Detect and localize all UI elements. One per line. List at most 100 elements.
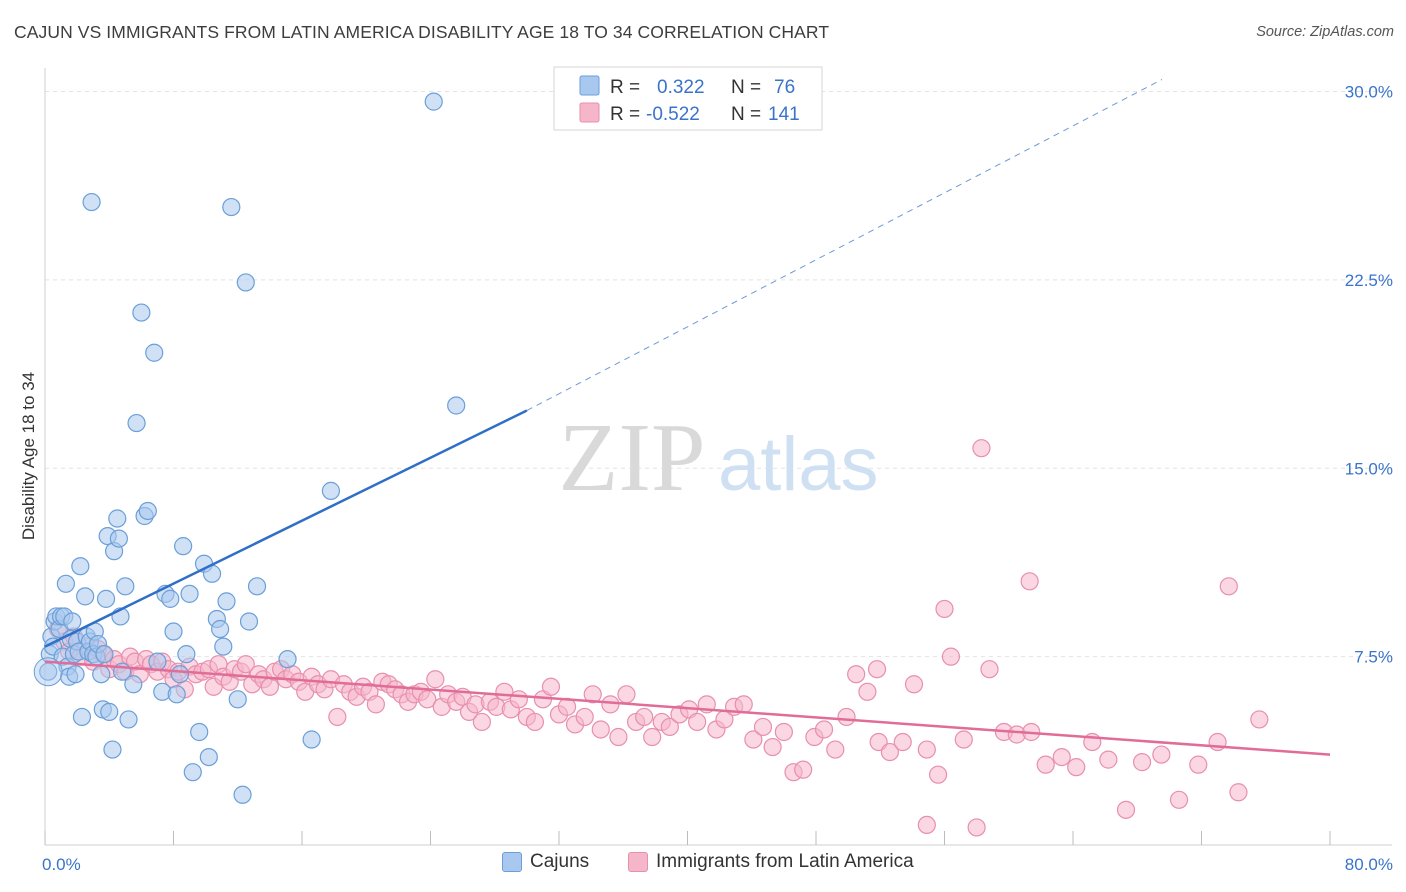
point-cajuns-32 — [95, 645, 114, 664]
legend-top: R = 0.322 N = 76 R = -0.522 N = 141 — [553, 66, 823, 131]
point-immigrants-80 — [541, 677, 561, 696]
gridlines — [45, 91, 1392, 658]
point-cajuns-35 — [100, 702, 119, 721]
point-immigrants-85 — [583, 685, 602, 704]
point-cajuns-36 — [103, 740, 122, 759]
x-tick-label-0: 0.0% — [42, 855, 81, 874]
point-immigrants-104 — [753, 717, 773, 737]
point-immigrants-119 — [917, 740, 936, 759]
point-cajuns-79 — [447, 396, 466, 415]
trend-line-cajuns-extension — [526, 79, 1163, 411]
point-cajuns-44 — [124, 675, 143, 694]
point-immigrants-87 — [601, 695, 620, 714]
point-cajuns-50 — [148, 652, 167, 671]
point-cajuns-38 — [108, 509, 127, 528]
legend-bottom-item-immigrants: Immigrants from Latin America — [628, 851, 914, 873]
point-immigrants-64 — [426, 670, 445, 689]
point-cajuns-42 — [116, 577, 135, 596]
point-immigrants-117 — [893, 732, 912, 752]
point-immigrants-76 — [509, 690, 528, 709]
x-tick-label-1: 80.0% — [1345, 855, 1393, 874]
point-immigrants-78 — [525, 712, 545, 732]
point-immigrants-92 — [643, 727, 662, 747]
point-cajuns-68 — [217, 592, 236, 611]
point-immigrants-139 — [1229, 783, 1248, 802]
point-immigrants-128 — [1036, 755, 1055, 774]
y-axis-label: Disability Age 18 to 34 — [19, 372, 38, 540]
legend-bottom-label-immigrants: Immigrants from Latin America — [656, 851, 914, 872]
watermark-zip: ZIP — [559, 404, 706, 512]
point-immigrants-103 — [744, 730, 763, 749]
point-immigrants-120 — [928, 765, 948, 784]
point-cajuns-53 — [161, 589, 180, 608]
point-cajuns-21 — [76, 587, 95, 606]
point-immigrants-38 — [260, 677, 279, 696]
point-cajuns-39 — [109, 529, 128, 548]
point-cajuns-43 — [119, 710, 138, 729]
point-cajuns-76 — [302, 730, 321, 749]
legend-r-label-immigrants: R = — [610, 104, 640, 125]
point-immigrants-130 — [1067, 758, 1086, 777]
point-immigrants-116 — [880, 742, 899, 762]
point-immigrants-122 — [954, 730, 973, 749]
point-immigrants-123 — [967, 818, 986, 837]
point-immigrants-106 — [774, 722, 793, 742]
legend-bottom: Cajuns Immigrants from Latin America — [0, 851, 1406, 879]
point-immigrants-144 — [972, 439, 991, 458]
point-cajuns-45 — [127, 413, 146, 433]
point-cajuns-56 — [170, 665, 190, 684]
point-cajuns-14 — [63, 612, 82, 631]
point-immigrants-142 — [1219, 577, 1238, 596]
legend-n-label-immigrants: N = — [731, 104, 761, 125]
trend-line-immigrants — [44, 660, 1331, 756]
point-cajuns-19 — [71, 557, 90, 576]
point-cajuns-33 — [96, 589, 116, 608]
point-immigrants-134 — [1132, 753, 1152, 772]
y-tick-label-3: 30.0% — [1345, 83, 1393, 102]
legend-swatch-immigrants — [579, 102, 600, 123]
point-immigrants-49 — [328, 707, 347, 727]
point-cajuns-73 — [239, 612, 259, 631]
legend-bottom-item-cajuns: Cajuns — [502, 851, 589, 873]
legend-bottom-swatch-immigrants — [628, 852, 648, 872]
legend-bottom-swatch-cajuns — [502, 852, 522, 872]
point-immigrants-124 — [980, 660, 999, 679]
trend-line-cajuns — [44, 409, 528, 648]
point-cajuns-61 — [190, 722, 209, 742]
point-immigrants-112 — [837, 707, 856, 727]
series-cajuns-points — [33, 92, 466, 804]
point-cajuns-59 — [180, 584, 199, 603]
point-immigrants-97 — [688, 712, 707, 732]
point-cajuns-49 — [145, 343, 164, 362]
point-cajuns-77 — [321, 481, 341, 500]
point-cajuns-25 — [82, 192, 101, 212]
legend-n-label-cajuns: N = — [731, 77, 761, 98]
point-cajuns-cluster — [33, 657, 63, 687]
point-immigrants-63 — [418, 690, 437, 709]
point-immigrants-140 — [1250, 710, 1269, 729]
point-immigrants-132 — [1099, 750, 1118, 769]
point-immigrants-146 — [867, 660, 887, 679]
point-cajuns-66 — [210, 619, 230, 639]
y-tick-label-0: 7.5% — [1354, 648, 1393, 667]
y-tick-label-2: 22.5% — [1345, 271, 1393, 290]
point-cajuns-72 — [236, 273, 255, 292]
axes — [44, 68, 1392, 846]
point-immigrants-136 — [1169, 790, 1189, 809]
point-cajuns-58 — [177, 645, 196, 664]
point-immigrants-143 — [935, 599, 954, 619]
point-immigrants-55 — [366, 695, 385, 714]
point-cajuns-30 — [92, 665, 111, 684]
point-immigrants-71 — [472, 712, 491, 732]
point-immigrants-133 — [1116, 800, 1136, 819]
point-immigrants-141 — [1020, 572, 1039, 591]
point-cajuns-55 — [167, 685, 186, 704]
point-immigrants-94 — [660, 717, 679, 737]
point-cajuns-78 — [424, 92, 443, 111]
legend-swatch-cajuns — [579, 75, 600, 96]
point-cajuns-74 — [247, 577, 267, 596]
point-immigrants-108 — [794, 760, 813, 779]
point-cajuns-16 — [66, 665, 85, 684]
point-cajuns-70 — [228, 690, 247, 709]
